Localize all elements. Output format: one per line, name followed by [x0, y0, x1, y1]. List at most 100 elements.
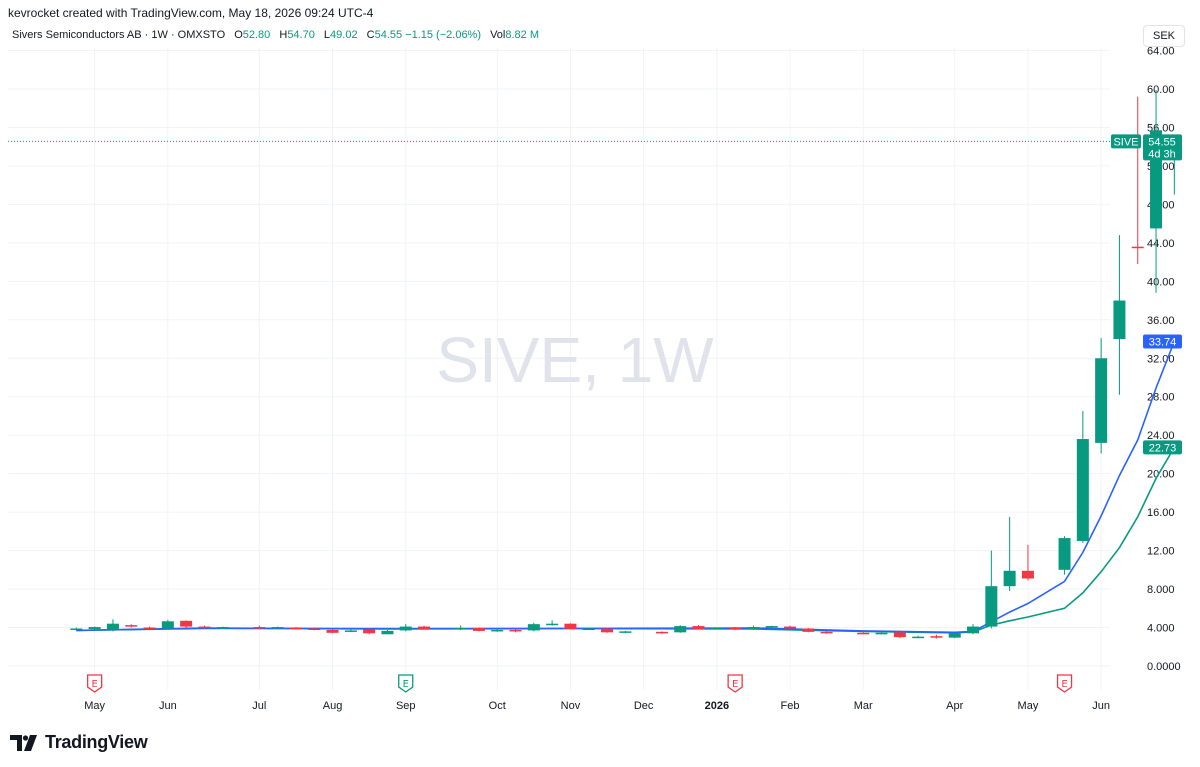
candle [893, 630, 906, 639]
candle-body [546, 623, 559, 626]
moving-averages [76, 341, 1176, 634]
candle-body [692, 626, 705, 629]
candle [948, 632, 961, 639]
candle-body [88, 627, 101, 629]
candle [857, 631, 870, 635]
last-price-tag-bg [1143, 134, 1182, 161]
event-marker-label: E [732, 679, 738, 690]
candle [418, 625, 431, 630]
candle-body [710, 628, 723, 630]
candle-body [363, 629, 376, 634]
time-tick-label: Aug [323, 700, 343, 712]
candle [289, 627, 302, 630]
candle [692, 625, 705, 630]
candle [1076, 411, 1089, 543]
candle [70, 627, 83, 631]
candle-body [70, 628, 83, 630]
candle-body [765, 626, 778, 628]
symbol-legend: Sivers Semiconductors AB · 1W · OMXSTO O… [12, 29, 539, 41]
event-marker-shape [727, 674, 743, 693]
candle [1003, 516, 1016, 591]
candle [1131, 96, 1144, 265]
candle [930, 634, 943, 639]
price-tick-label: 4.000 [1147, 623, 1175, 635]
candle-body [527, 624, 540, 631]
event-marker-label: E [91, 679, 97, 690]
candle [655, 631, 668, 634]
candle [875, 631, 888, 635]
candle-body [491, 629, 504, 632]
candle [472, 627, 485, 632]
candle-body [106, 623, 119, 630]
candle [601, 628, 614, 633]
earnings-event-icon[interactable]: E [86, 674, 103, 693]
volume-value: 8.82 M [505, 29, 540, 41]
earnings-event-icon[interactable]: E [398, 674, 414, 693]
candle-body [198, 626, 211, 629]
candle-body [747, 627, 760, 630]
event-marker-shape [86, 674, 103, 693]
candle [582, 628, 595, 630]
open-value: 52.80 [242, 29, 271, 41]
candle [710, 627, 723, 630]
candle [765, 625, 778, 629]
currency-button[interactable]: SEK [1143, 25, 1185, 47]
candle-body [454, 628, 467, 630]
candle [564, 623, 577, 630]
ma-fast-tag-text: 33.74 [1149, 337, 1177, 349]
candle [344, 629, 357, 632]
candle [784, 625, 797, 629]
candle-body [1076, 439, 1089, 541]
price-tick-label: 36.00 [1147, 315, 1175, 327]
earnings-event-icon[interactable]: E [1056, 674, 1073, 693]
candle [674, 625, 687, 633]
symbol-title[interactable]: Sivers Semiconductors AB · 1W · OMXSTO [12, 29, 226, 41]
candle [546, 620, 559, 626]
candle-body [619, 631, 632, 633]
candle [1113, 235, 1126, 395]
candle-body [729, 628, 742, 630]
candle-body [820, 631, 833, 634]
candle-body [857, 632, 870, 635]
tradingview-logo[interactable]: TradingView [10, 732, 148, 753]
time-tick-label: Jun [159, 700, 177, 712]
candle-body [216, 627, 229, 629]
price-tick-label: 20.00 [1147, 469, 1175, 481]
candle [912, 635, 925, 639]
candle [399, 624, 412, 632]
bar-countdown: 4d 3h [1148, 148, 1176, 160]
ma-fast-tag: 33.74 [1143, 334, 1182, 349]
volume-label: Vol [490, 29, 506, 41]
high-value: 54.70 [287, 29, 315, 41]
time-tick-label: 2026 [705, 700, 729, 712]
time-tick-label: Oct [489, 700, 506, 712]
candle-body [875, 632, 888, 635]
candle-body [655, 631, 668, 634]
ma-fast-line [76, 341, 1176, 634]
candle-body [308, 628, 321, 630]
open-label: O [234, 29, 243, 41]
time-tick-label: May [84, 700, 105, 712]
candle [1095, 338, 1108, 454]
high-label: H [279, 29, 288, 41]
candle [1058, 536, 1071, 575]
symbol-tag: SIVE [1111, 134, 1141, 149]
candle [802, 628, 815, 633]
price-tick-label: 44.00 [1147, 238, 1175, 250]
candle [381, 629, 394, 635]
candle-body [1058, 538, 1071, 570]
time-tick-label: Dec [634, 700, 654, 712]
candle-body [582, 628, 595, 630]
candle-body [289, 627, 302, 630]
candle-body [472, 628, 485, 631]
ma-fast-tag-bg [1143, 334, 1182, 349]
price-tick-label: 32.00 [1147, 353, 1175, 365]
candle [967, 624, 980, 635]
candle-body [180, 620, 193, 627]
low-label: L [323, 29, 331, 41]
earnings-event-icon[interactable]: E [727, 674, 743, 693]
low-value: 49.02 [330, 29, 358, 41]
